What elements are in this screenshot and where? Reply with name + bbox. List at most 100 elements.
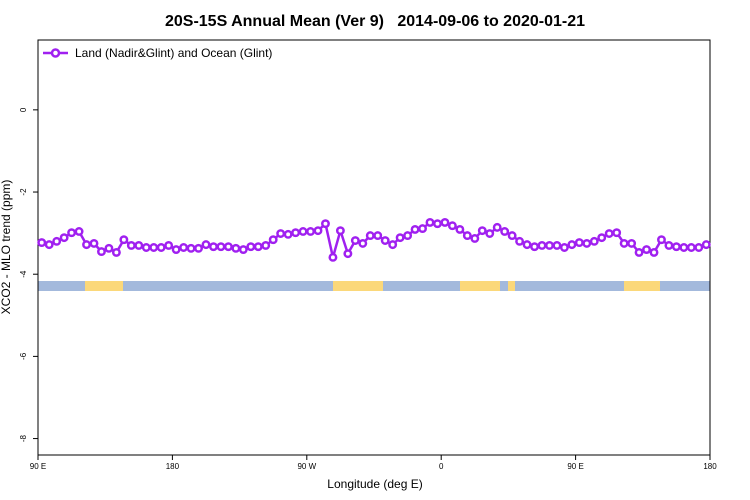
series-point	[313, 226, 323, 236]
series-point	[604, 229, 614, 238]
series-point	[306, 227, 315, 236]
chart-title: 20S-15S Annual Mean (Ver 9) 2014-09-06 t…	[165, 13, 585, 30]
series-point	[515, 236, 525, 246]
series-point	[350, 236, 360, 245]
series-point	[67, 228, 77, 238]
y-tick-label: -4	[19, 270, 28, 278]
series-point	[612, 228, 622, 238]
series-point	[462, 231, 472, 241]
x-axis-label: Longitude (deg E)	[327, 477, 422, 491]
series-point	[642, 245, 651, 255]
land-band	[333, 281, 383, 291]
series-point	[545, 240, 554, 250]
series-point	[447, 221, 457, 231]
series-point	[298, 227, 308, 236]
series-point	[627, 238, 637, 248]
series-point	[597, 233, 607, 243]
plot-frame	[37, 39, 711, 456]
series-point	[664, 240, 674, 250]
series-point	[425, 217, 435, 227]
series-point	[582, 238, 592, 248]
y-tick-label: 0	[19, 107, 28, 112]
x-tick-label: 180	[703, 462, 717, 471]
series-point	[238, 245, 248, 255]
series-point	[589, 236, 599, 246]
series-point	[194, 243, 203, 253]
series-point	[433, 219, 442, 229]
land-band	[624, 281, 660, 291]
series-point	[104, 243, 114, 253]
series-point	[537, 240, 547, 250]
series-point	[59, 233, 69, 243]
series-point	[686, 243, 696, 252]
series-point	[507, 231, 517, 241]
series-point	[343, 249, 353, 259]
x-tick-label: 180	[166, 462, 180, 471]
series-point	[268, 235, 278, 245]
series-point	[321, 219, 330, 229]
series-point	[141, 243, 151, 252]
series-point	[403, 231, 413, 241]
series-point	[522, 240, 532, 250]
series-point	[261, 240, 271, 250]
series-point	[44, 240, 54, 250]
series-point	[335, 226, 345, 236]
series-point	[380, 236, 390, 245]
legend-label: Land (Nadir&Glint) and Ocean (Glint)	[75, 46, 272, 60]
series-point	[111, 247, 121, 257]
series-point	[657, 235, 666, 245]
series-point	[559, 243, 569, 252]
series-point	[365, 231, 375, 241]
series-point	[619, 238, 629, 248]
series-point	[671, 242, 681, 252]
series-point	[701, 240, 711, 250]
series-point	[283, 229, 293, 239]
series-point	[156, 243, 166, 252]
series-point	[171, 245, 181, 255]
legend-marker	[50, 48, 61, 58]
series-point	[179, 243, 189, 252]
series-point	[291, 228, 301, 238]
series-point	[388, 240, 398, 250]
series-point	[373, 231, 383, 241]
series-point	[649, 247, 659, 257]
x-tick-label: 90 E	[30, 462, 46, 471]
land-ocean-mask	[38, 281, 710, 291]
series-point	[246, 242, 256, 252]
series-point	[209, 242, 218, 252]
series-point	[477, 226, 487, 236]
series-point	[530, 242, 539, 252]
series-point	[201, 240, 211, 250]
x-tick-label: 0	[439, 462, 444, 471]
series-point	[455, 224, 465, 234]
land-band	[508, 281, 515, 291]
series-line	[41, 221, 707, 258]
series-point	[164, 240, 174, 250]
series-point	[567, 240, 577, 250]
series-point	[186, 243, 196, 253]
series-point	[52, 236, 62, 246]
series-point	[89, 238, 99, 248]
series-point	[358, 238, 368, 248]
series-point	[276, 229, 286, 238]
series-point	[679, 243, 689, 252]
series-point	[231, 243, 241, 253]
series-point	[134, 240, 144, 250]
x-tick-label: 90 W	[297, 462, 316, 471]
y-tick-label: -6	[19, 352, 28, 360]
series-point	[574, 238, 584, 248]
series-point	[126, 240, 136, 250]
land-band	[85, 281, 123, 291]
y-tick-label: -2	[19, 188, 28, 196]
land-band	[460, 281, 500, 291]
series-point	[328, 252, 338, 262]
series-point	[149, 243, 159, 252]
series-point	[634, 247, 644, 257]
series-point	[253, 242, 263, 252]
series-point	[485, 229, 495, 238]
series-point	[223, 242, 233, 252]
series-point	[410, 224, 420, 234]
series-point	[492, 222, 502, 232]
series-point	[119, 235, 129, 245]
